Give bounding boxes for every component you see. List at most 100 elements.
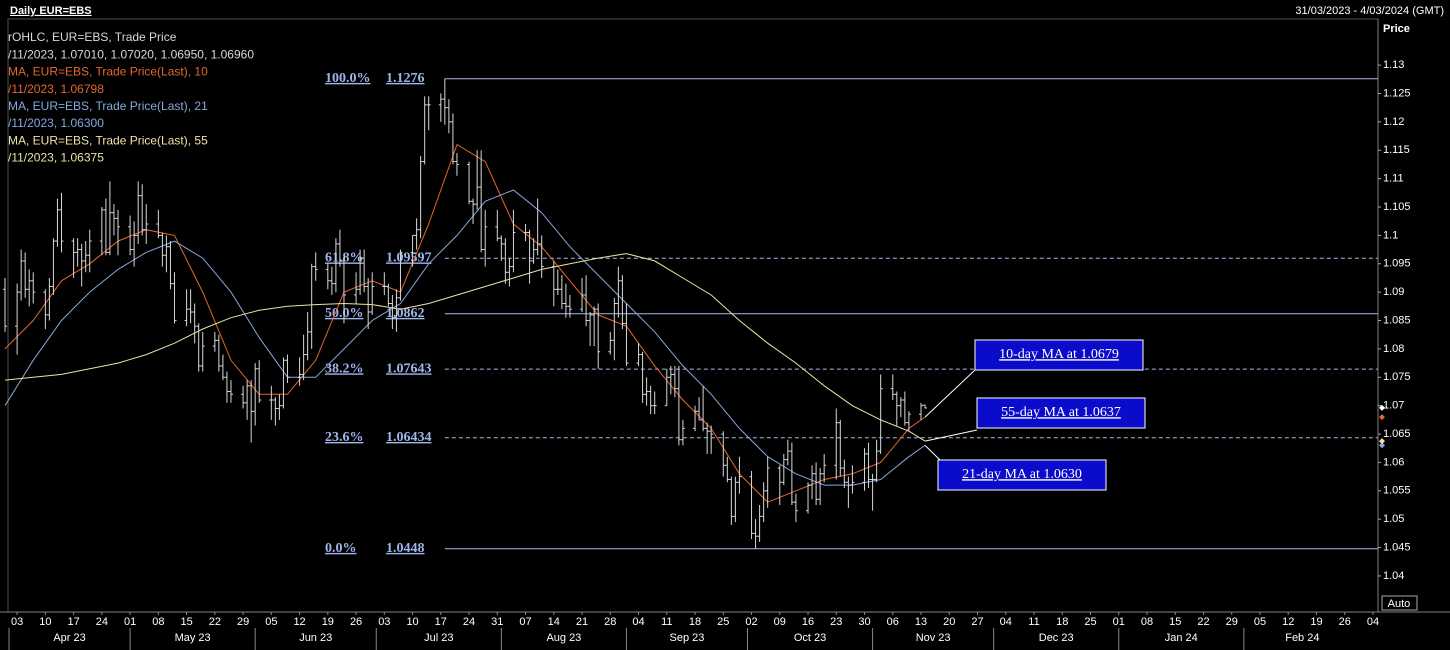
x-tick-label: 21 [576, 616, 588, 628]
y-tick-label: 1.13 [1383, 59, 1404, 71]
y-tick-label: 1.08 [1383, 343, 1404, 355]
ma-line [4, 143, 926, 503]
x-tick-label: 26 [350, 616, 362, 628]
x-tick-label: 24 [463, 616, 475, 628]
legend-entry: /11/2023, 1.06375 [8, 151, 104, 165]
legend-entry: /11/2023, 1.07010, 1.07020, 1.06950, 1.0… [8, 47, 254, 61]
x-tick-label: 14 [548, 616, 560, 628]
x-tick-label: 22 [209, 616, 221, 628]
x-tick-label: 09 [774, 616, 786, 628]
annotation-text: 10-day MA at 1.0679 [999, 347, 1119, 362]
fib-price: 1.0862 [386, 306, 425, 321]
x-tick-label: 28 [604, 616, 616, 628]
annotation-text: 21-day MA at 1.0630 [962, 467, 1082, 482]
x-tick-label: 05 [265, 616, 277, 628]
x-tick-label: 02 [745, 616, 757, 628]
fib-price: 1.0448 [386, 541, 425, 556]
y-tick-label: 1.055 [1383, 485, 1411, 497]
x-tick-label: 17 [67, 616, 79, 628]
month-label: Dec 23 [1039, 632, 1074, 644]
y-tick-label: 1.1 [1383, 229, 1398, 241]
x-tick-label: 25 [1084, 616, 1096, 628]
legend-entry: MA, EUR=EBS, Trade Price(Last), 10 [8, 65, 208, 79]
legend-entry: rOHLC, EUR=EBS, Trade Price [8, 30, 177, 44]
y-tick-label: 1.12 [1383, 116, 1404, 128]
x-tick-label: 15 [1169, 616, 1181, 628]
x-tick-label: 11 [661, 616, 672, 628]
x-tick-label: 30 [858, 616, 870, 628]
x-tick-label: 19 [322, 616, 334, 628]
fib-price: 1.09597 [386, 250, 432, 265]
last-value-marker [1379, 404, 1385, 411]
y-tick-label: 1.075 [1383, 371, 1411, 383]
x-tick-label: 04 [1000, 616, 1012, 628]
x-tick-label: 06 [887, 616, 899, 628]
x-tick-label: 29 [237, 616, 249, 628]
y-tick-label: 1.06 [1383, 456, 1404, 468]
x-tick-label: 17 [435, 616, 447, 628]
annotation-connector [924, 445, 941, 461]
y-tick-label: 1.065 [1383, 428, 1411, 440]
x-tick-label: 05 [1254, 616, 1266, 628]
last-value-marker [1379, 438, 1385, 445]
x-tick-label: 12 [1282, 616, 1294, 628]
y-tick-label: 1.085 [1383, 314, 1411, 326]
x-tick-label: 03 [378, 616, 390, 628]
y-tick-label: 1.11 [1383, 173, 1404, 185]
y-tick-label: 1.04 [1383, 570, 1404, 582]
x-tick-label: 13 [915, 616, 927, 628]
y-tick-label: 1.05 [1383, 513, 1404, 525]
x-tick-label: 03 [11, 616, 23, 628]
plot-frame [7, 18, 1379, 613]
x-tick-label: 19 [1310, 616, 1322, 628]
auto-button[interactable] [1381, 595, 1418, 611]
legend-entry: MA, EUR=EBS, Trade Price(Last), 55 [8, 133, 208, 147]
month-label: Jan 24 [1165, 632, 1198, 644]
fib-price: 1.07643 [386, 361, 432, 376]
x-tick-label: 04 [632, 616, 644, 628]
x-tick-label: 23 [830, 616, 842, 628]
annotation-connector [924, 369, 976, 418]
x-tick-label: 24 [96, 616, 108, 628]
auto-button-label[interactable]: Auto [1388, 598, 1411, 610]
y-tick-label: 1.09 [1383, 286, 1404, 298]
annotation-box [937, 459, 1107, 491]
fib-ratio: 0.0% [325, 541, 357, 556]
legend-entry: /11/2023, 1.06798 [8, 82, 104, 96]
month-label: Nov 23 [916, 632, 951, 644]
x-tick-label: 25 [717, 616, 729, 628]
fib-price: 1.1276 [386, 71, 425, 86]
y-tick-label: 1.095 [1383, 258, 1411, 270]
annotation-box [974, 339, 1144, 371]
x-tick-label: 12 [293, 616, 305, 628]
annotation-box [976, 397, 1146, 429]
y-tick-label: 1.07 [1383, 400, 1404, 412]
x-tick-label: 07 [519, 616, 531, 628]
x-tick-label: 16 [802, 616, 814, 628]
ma-line [4, 189, 926, 486]
month-label: Apr 23 [53, 632, 85, 644]
month-label: Feb 24 [1285, 632, 1319, 644]
x-tick-label: 01 [1113, 616, 1125, 628]
x-tick-label: 04 [1367, 616, 1379, 628]
fib-price: 1.06434 [386, 430, 432, 445]
y-tick-label: 1.045 [1383, 541, 1411, 553]
annotation-text: 55-day MA at 1.0637 [1001, 405, 1121, 420]
x-tick-label: 01 [124, 616, 136, 628]
legend-entry: /11/2023, 1.06300 [8, 116, 104, 130]
y-tick-label: 1.115 [1383, 144, 1410, 156]
month-label: Jun 23 [299, 632, 332, 644]
x-tick-label: 29 [1226, 616, 1238, 628]
x-tick-label: 15 [180, 616, 192, 628]
x-tick-label: 31 [491, 616, 503, 628]
month-label: Jul 23 [424, 632, 453, 644]
x-tick-label: 11 [1028, 616, 1039, 628]
annotation-connector [924, 429, 978, 442]
ma-line [4, 253, 926, 442]
x-tick-label: 27 [971, 616, 983, 628]
x-tick-label: 10 [406, 616, 418, 628]
x-tick-label: 20 [943, 616, 955, 628]
x-tick-label: 18 [689, 616, 701, 628]
month-label: May 23 [175, 632, 211, 644]
